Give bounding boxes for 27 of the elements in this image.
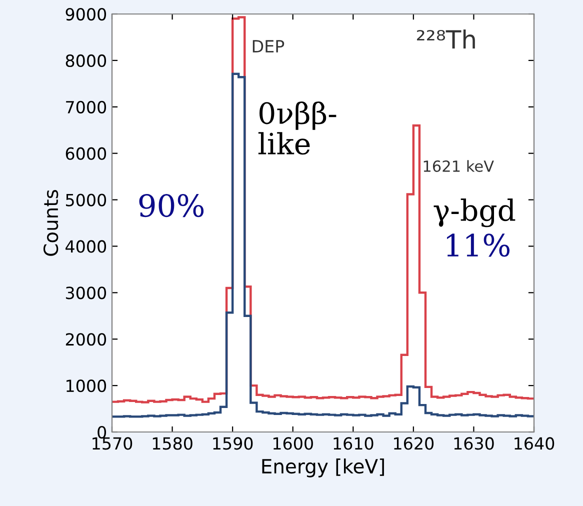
x-tick-label: 1580 [152,437,192,450]
annotation: γ-bgd [434,198,516,228]
x-tick-label: 1620 [394,437,434,450]
y-tick-label: 1000 [66,380,106,392]
y-tick-label: 9000 [66,8,106,21]
y-tick-label: 5000 [66,194,106,206]
x-tick-label: 1630 [454,437,494,450]
x-axis-title: Energy [keV] [262,458,384,478]
x-tick-label: 1570 [92,437,132,450]
annotation: DEP [252,40,284,52]
x-tick-label: 1600 [273,437,313,450]
y-tick-label: 7000 [66,100,106,114]
y-tick-label: 6000 [66,147,106,160]
y-tick-label: 2000 [66,333,106,346]
y-tick-label: 3000 [66,286,106,300]
y-tick-label: 4000 [66,240,106,253]
y-tick-label: 8000 [66,54,106,68]
x-tick-label: 1610 [334,437,374,450]
annotation: 0νββ- like [258,101,336,155]
annotation: ²²⁸Th [416,30,475,49]
annotation: 11% [447,234,510,257]
annotation: 90% [139,194,204,218]
y-tick-label: 0 [98,426,106,439]
x-tick-label: 1590 [213,437,253,450]
x-tick-label: 1640 [514,437,554,450]
annotation: 1621 keV [424,160,494,172]
y-axis-title: Counts [43,190,58,256]
